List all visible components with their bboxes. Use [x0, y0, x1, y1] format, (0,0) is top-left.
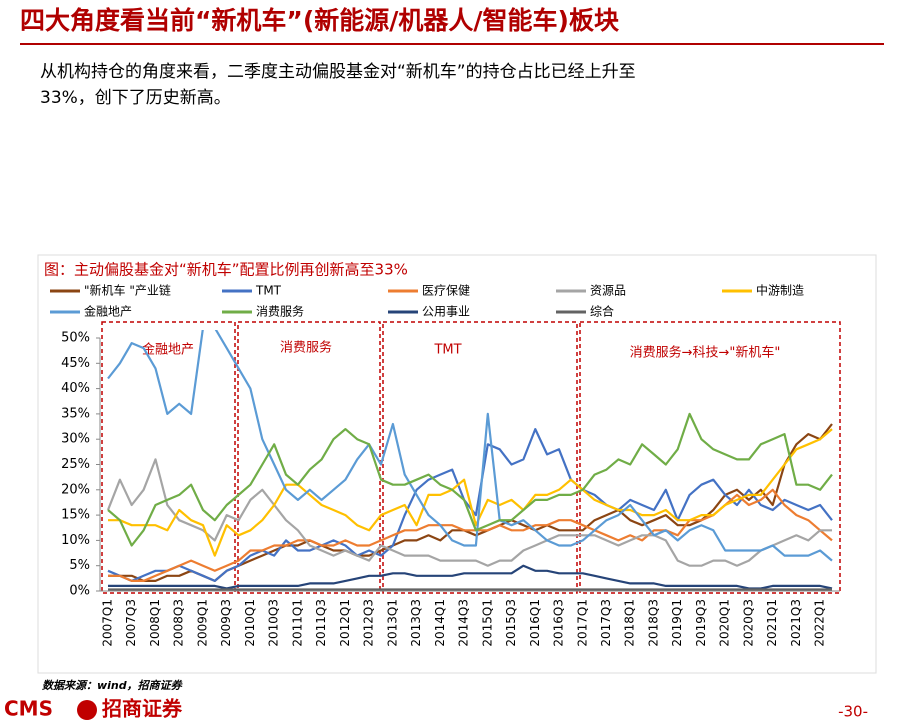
- series-line: [108, 564, 833, 590]
- x-tick-label: 2017Q3: [599, 599, 613, 647]
- x-tick-label: 2007Q1: [101, 599, 115, 647]
- x-tick-label: 2010Q3: [267, 599, 281, 647]
- x-tick-label: 2007Q3: [124, 599, 138, 647]
- x-tick-label: 2011Q1: [290, 599, 304, 647]
- x-tick-label: 2022Q1: [813, 599, 827, 647]
- legend-label: 医疗保健: [422, 284, 470, 298]
- x-tick-label: 2019Q1: [670, 599, 684, 647]
- x-tick-label: 2018Q3: [646, 599, 660, 647]
- x-tick-label: 2015Q1: [480, 599, 494, 647]
- logo-icon: [77, 700, 97, 720]
- legend-label: 金融地产: [84, 304, 132, 319]
- x-tick-label: 2013Q1: [385, 599, 399, 647]
- legend-label: TMT: [255, 284, 282, 298]
- x-tick-label: 2021Q3: [789, 599, 803, 647]
- legend-label: 消费服务: [256, 304, 304, 319]
- annotation: 消费服务→科技→"新机车": [630, 345, 781, 361]
- legend-label: 公用事业: [422, 305, 470, 319]
- series-line: [107, 428, 833, 582]
- x-tick-label: 2009Q1: [195, 599, 209, 647]
- y-tick-label: 10%: [61, 533, 90, 548]
- body-text: 33%，创下了历史新高。: [40, 88, 231, 108]
- source: 数据来源：wind，招商证券: [42, 679, 183, 692]
- logo: CMS: [4, 697, 53, 721]
- period-box: [237, 321, 381, 594]
- x-tick-label: 2016Q3: [552, 599, 566, 647]
- x-tick-label: 2013Q3: [409, 599, 423, 647]
- series-line: [108, 428, 833, 557]
- x-tick-label: 2019Q3: [694, 599, 708, 647]
- period-box: [382, 321, 578, 594]
- slide-title: 四大角度看当前“新机车”(新能源/机器人/智能车)板块: [20, 6, 619, 35]
- logo-cn: 招商证券: [102, 697, 183, 721]
- x-tick-label: 2011Q3: [314, 599, 328, 647]
- chart-title: 图：主动偏股基金对“新机车”配置比例再创新高至33%: [44, 261, 408, 279]
- x-tick-label: 2008Q3: [172, 599, 186, 647]
- x-tick-label: 2008Q1: [148, 599, 162, 647]
- annotation: 金融地产: [142, 342, 194, 358]
- series-line: [107, 330, 833, 562]
- legend-label: 综合: [590, 304, 614, 319]
- x-tick-label: 2016Q1: [528, 599, 542, 647]
- annotation: 消费服务: [280, 340, 332, 356]
- period-box: [101, 321, 236, 594]
- series-line: [107, 412, 833, 547]
- x-tick-label: 2014Q1: [433, 599, 447, 647]
- period-box: [579, 321, 841, 594]
- x-tick-label: 2018Q1: [623, 599, 637, 647]
- x-tick-label: 2017Q1: [575, 599, 589, 647]
- legend-label: 资源品: [590, 284, 626, 298]
- x-tick-label: 2012Q1: [338, 599, 352, 647]
- x-tick-label: 2020Q1: [718, 599, 732, 647]
- y-tick-label: 25%: [61, 457, 90, 472]
- legend-label: 中游制造: [756, 283, 804, 298]
- x-tick-label: 2010Q1: [243, 599, 257, 647]
- x-tick-label: 2009Q3: [219, 599, 233, 647]
- y-tick-label: 5%: [69, 558, 90, 573]
- body-text: 从机构持仓的角度来看，二季度主动偏股基金对“新机车”的持仓占比已经上升至: [40, 62, 636, 82]
- y-tick-label: 0%: [69, 584, 90, 599]
- legend-label: "新机车 "产业链: [84, 283, 171, 298]
- y-tick-label: 30%: [61, 432, 90, 447]
- plot-area: [106, 330, 833, 591]
- chart-frame: [37, 254, 877, 674]
- y-tick-label: 45%: [61, 356, 90, 371]
- y-tick-label: 40%: [61, 381, 90, 396]
- y-tick-label: 15%: [61, 508, 90, 523]
- series-line: [106, 458, 832, 567]
- annotation: TMT: [433, 343, 461, 358]
- page-number: -30-: [838, 703, 868, 721]
- x-tick-label: 2012Q3: [362, 599, 376, 647]
- x-tick-label: 2015Q3: [504, 599, 518, 647]
- y-tick-label: 35%: [61, 406, 90, 421]
- y-tick-label: 50%: [61, 331, 90, 346]
- x-tick-label: 2021Q1: [765, 599, 779, 647]
- y-tick-label: 20%: [61, 482, 90, 497]
- x-tick-label: 2014Q3: [457, 599, 471, 647]
- x-tick-label: 2020Q3: [741, 599, 755, 647]
